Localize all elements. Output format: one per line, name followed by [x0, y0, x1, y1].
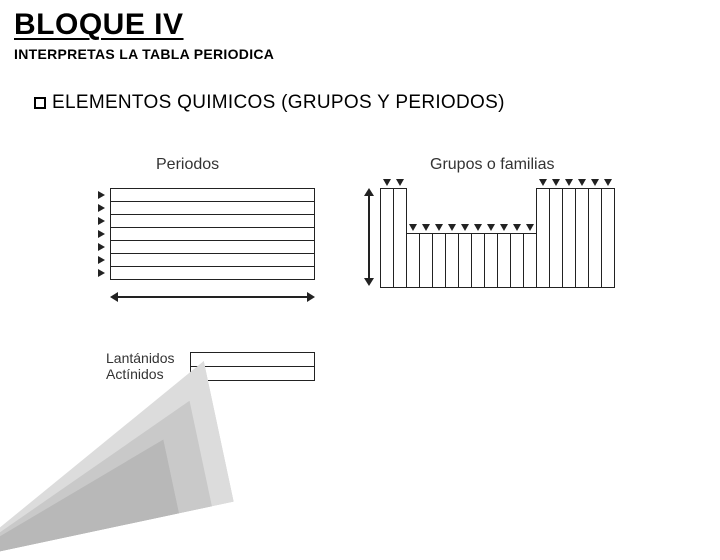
grupos-height-arrow [360, 188, 378, 286]
grupos-column [393, 188, 407, 288]
arrow-line [118, 296, 307, 298]
periodos-row [110, 227, 315, 241]
arrow-down-icon [565, 179, 573, 186]
decorative-wedge [0, 326, 234, 560]
grupos-column [562, 188, 576, 288]
arrow-right-icon [98, 217, 105, 225]
arrow-down-icon [552, 179, 560, 186]
page-subtitle: INTERPRETAS LA TABLA PERIODICA [14, 46, 274, 62]
grupos-column [432, 233, 446, 288]
grupos-block [380, 188, 635, 318]
periodos-block [110, 188, 315, 280]
lantanidos-row [190, 352, 315, 367]
grupos-column [536, 188, 550, 288]
grupos-column [484, 233, 498, 288]
arrow-vline [368, 196, 370, 278]
arrow-down-icon [422, 224, 430, 231]
grupos-column [458, 233, 472, 288]
actinidos-row [190, 366, 315, 381]
arrow-left-icon [110, 292, 118, 302]
periodos-row [110, 188, 315, 202]
arrow-down-icon [364, 278, 374, 286]
arrow-right-icon [98, 204, 105, 212]
grupos-column [523, 233, 537, 288]
arrow-right-icon [98, 230, 105, 238]
bullet-item: ELEMENTOS QUIMICOS (GRUPOS Y PERIODOS) [34, 92, 505, 114]
arrow-down-icon [526, 224, 534, 231]
arrow-down-icon [383, 179, 391, 186]
arrow-down-icon [435, 224, 443, 231]
grupos-column [445, 233, 459, 288]
arrow-down-icon [591, 179, 599, 186]
bullet-text: ELEMENTOS QUIMICOS (GRUPOS Y PERIODOS) [52, 92, 505, 113]
grupos-column [380, 188, 394, 288]
arrow-right-icon [307, 292, 315, 302]
arrow-down-icon [461, 224, 469, 231]
arrow-down-icon [474, 224, 482, 231]
arrow-down-icon [513, 224, 521, 231]
arrow-down-icon [539, 179, 547, 186]
periodos-row [110, 214, 315, 228]
arrow-down-icon [487, 224, 495, 231]
grupos-column [575, 188, 589, 288]
arrow-right-icon [98, 256, 105, 264]
arrow-down-icon [500, 224, 508, 231]
arrow-down-icon [578, 179, 586, 186]
arrow-right-icon [98, 269, 105, 277]
grupos-column [549, 188, 563, 288]
page-title: BLOQUE IV [14, 8, 184, 42]
grupos-column [601, 188, 615, 288]
arrow-down-icon [448, 224, 456, 231]
periodos-width-arrow [110, 292, 315, 312]
grupos-column [406, 233, 420, 288]
grupos-column [497, 233, 511, 288]
grupos-column [588, 188, 602, 288]
bullet-box-icon [34, 97, 46, 109]
grupos-column [510, 233, 524, 288]
arrow-down-icon [409, 224, 417, 231]
arrow-down-icon [604, 179, 612, 186]
periodos-row [110, 253, 315, 267]
grupos-column [471, 233, 485, 288]
periodos-label: Periodos [156, 156, 219, 174]
periodos-row [110, 201, 315, 215]
arrow-right-icon [98, 191, 105, 199]
arrow-down-icon [396, 179, 404, 186]
arrow-up-icon [364, 188, 374, 196]
grupos-column [419, 233, 433, 288]
grupos-label: Grupos o familias [430, 156, 555, 174]
periodos-row [110, 240, 315, 254]
arrow-right-icon [98, 243, 105, 251]
periodos-row [110, 266, 315, 280]
